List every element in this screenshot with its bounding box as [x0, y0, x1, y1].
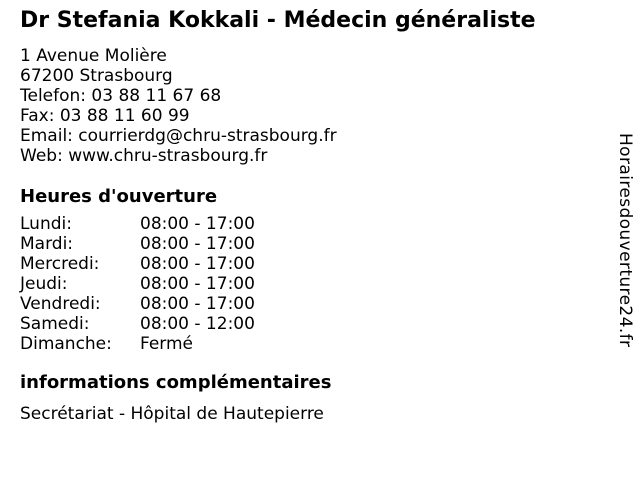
opening-hours-heading: Heures d'ouverture [20, 186, 218, 207]
additional-info-heading: informations complémentaires [20, 372, 332, 393]
day-hours: 08:00 - 17:00 [140, 254, 255, 274]
additional-info-text: Secrétariat - Hôpital de Hautepierre [20, 404, 324, 424]
address-line-2: 67200 Strasbourg [20, 66, 173, 86]
day-hours: 08:00 - 17:00 [140, 214, 255, 234]
day-hours: Fermé [140, 334, 194, 354]
day-hours: 08:00 - 17:00 [140, 234, 255, 254]
email-line: Email: courrierdg@chru-strasbourg.fr [20, 126, 337, 146]
day-label: Dimanche: [20, 334, 112, 354]
day-label: Vendredi: [20, 294, 101, 314]
hours-row-wednesday: Mercredi: 08:00 - 17:00 [20, 254, 590, 274]
page-title: Dr Stefania Kokkali - Médecin généralist… [20, 8, 536, 33]
contact-info: 1 Avenue Molière 67200 Strasbourg Telefo… [20, 46, 590, 166]
hours-row-saturday: Samedi: 08:00 - 12:00 [20, 314, 590, 334]
hours-row-thursday: Jeudi: 08:00 - 17:00 [20, 274, 590, 294]
phone-line: Telefon: 03 88 11 67 68 [20, 86, 222, 106]
main-content: Dr Stefania Kokkali - Médecin généralist… [20, 0, 590, 424]
day-hours: 08:00 - 17:00 [140, 294, 255, 314]
fax-line: Fax: 03 88 11 60 99 [20, 106, 190, 126]
day-hours: 08:00 - 12:00 [140, 314, 255, 334]
hours-row-friday: Vendredi: 08:00 - 17:00 [20, 294, 590, 314]
opening-hours-table: Lundi: 08:00 - 17:00 Mardi: 08:00 - 17:0… [20, 214, 590, 354]
day-label: Mercredi: [20, 254, 100, 274]
day-label: Jeudi: [20, 274, 68, 294]
address-line-1: 1 Avenue Molière [20, 46, 167, 66]
day-label: Mardi: [20, 234, 74, 254]
watermark-brand: Horairesdouverture24.fr [615, 133, 635, 348]
day-hours: 08:00 - 17:00 [140, 274, 255, 294]
day-label: Samedi: [20, 314, 90, 334]
day-label: Lundi: [20, 214, 72, 234]
hours-row-monday: Lundi: 08:00 - 17:00 [20, 214, 590, 234]
hours-row-sunday: Dimanche: Fermé [20, 334, 590, 354]
web-line: Web: www.chru-strasbourg.fr [20, 146, 268, 166]
hours-row-tuesday: Mardi: 08:00 - 17:00 [20, 234, 590, 254]
